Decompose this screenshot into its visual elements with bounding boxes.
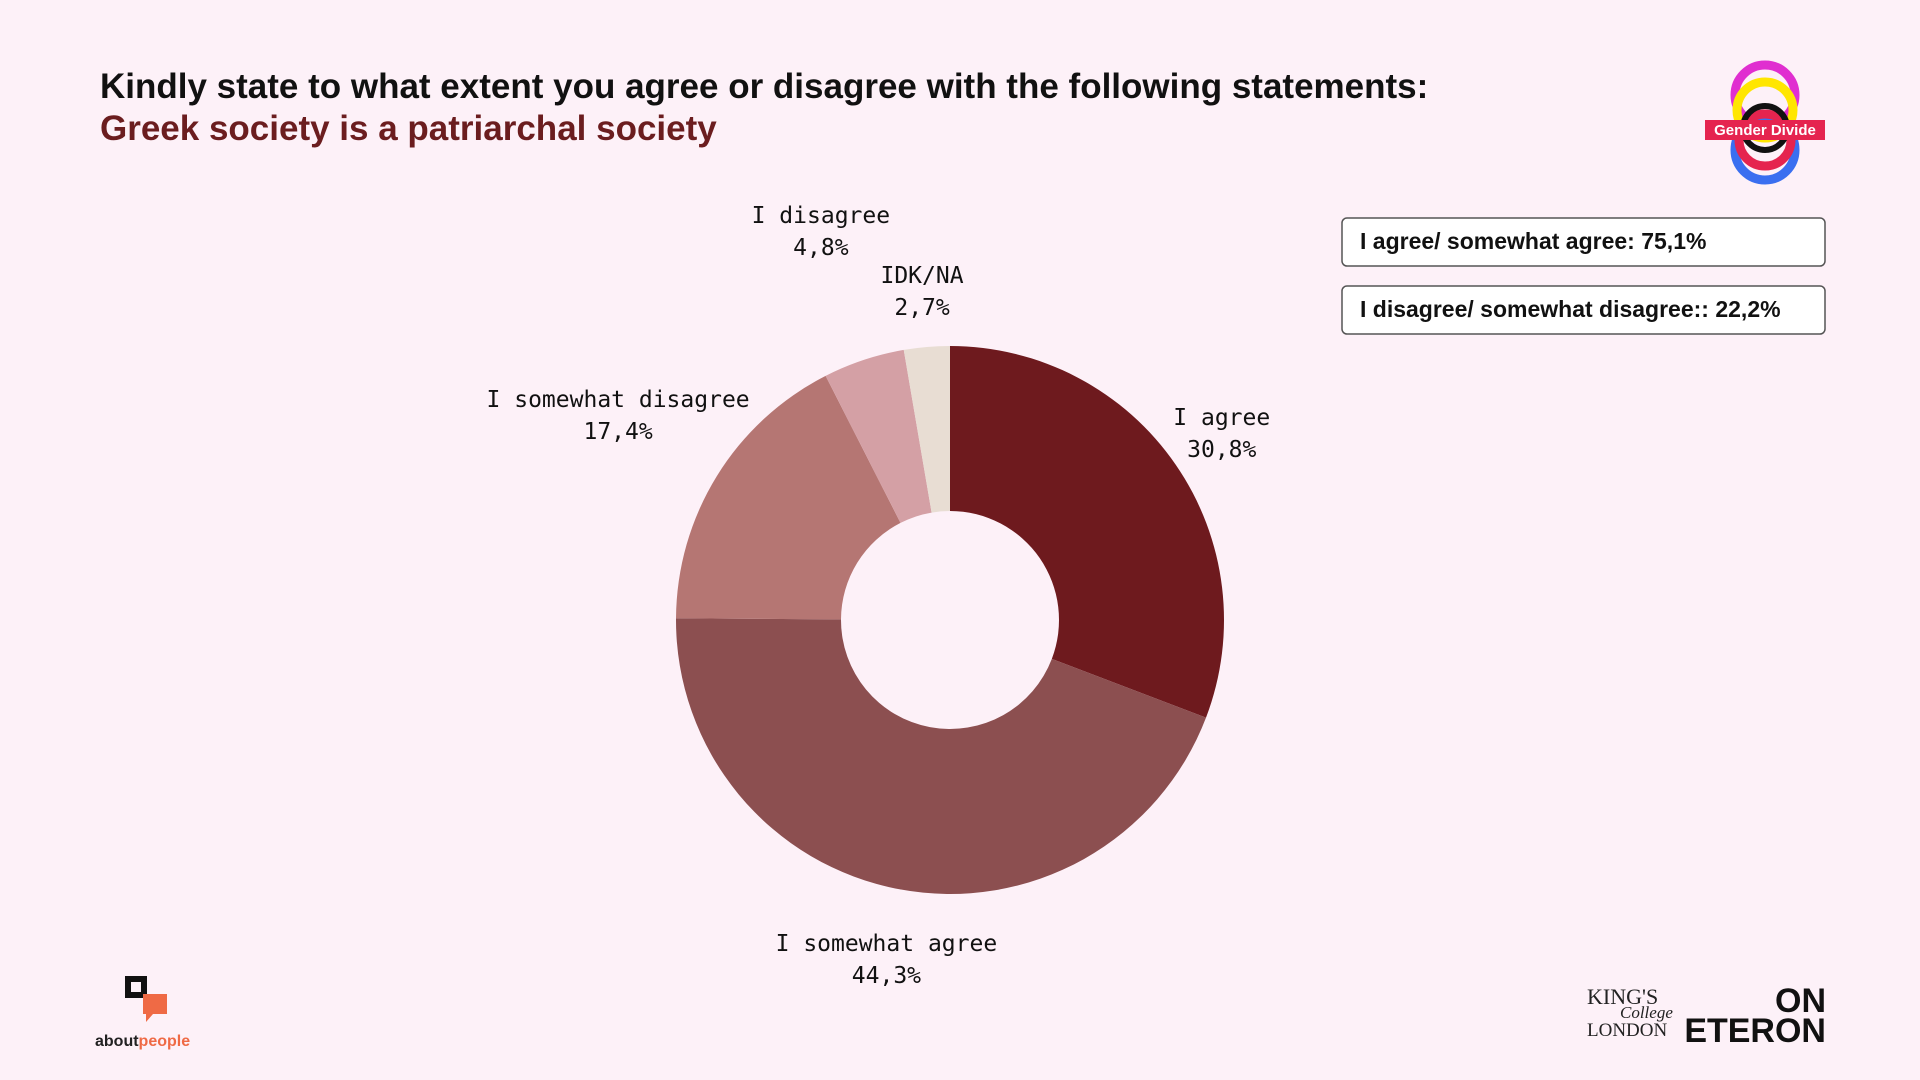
logo-text: College [1620, 1003, 1673, 1022]
logo-shape [143, 994, 167, 1022]
logo-text: ON [1775, 982, 1826, 1020]
segment-value: 44,3% [852, 963, 921, 989]
logo-text: aboutpeople [95, 1033, 190, 1050]
annotation: I disagree/ somewhat disagree:: 22,2% [1360, 296, 1781, 322]
logo-band [1705, 120, 1825, 140]
segment-label: I agree [1173, 405, 1270, 431]
gender-divide-logo: Gender Divide [1705, 60, 1825, 185]
segment-value: 17,4% [583, 419, 652, 445]
segment-value: 2,7% [894, 295, 950, 321]
kings-logo: KING'S College LONDON [1587, 984, 1673, 1041]
segment-label: IDK/NA [880, 263, 963, 289]
donut-segment [950, 346, 1224, 718]
segment-label: I disagree [752, 203, 890, 229]
summary-box [1341, 285, 1826, 335]
logo-text: ETERON [1684, 1012, 1826, 1050]
donut-segment [903, 346, 950, 513]
logo-text: about [95, 1033, 139, 1050]
donut-segment [825, 349, 932, 523]
summary-box [1341, 217, 1826, 267]
donut-segment [676, 375, 901, 620]
logo-text: LONDON [1587, 1020, 1667, 1041]
segment-label: I somewhat agree [776, 931, 998, 957]
aboutpeople-logo: aboutpeople [95, 976, 190, 1050]
chart-subtitle: Greek society is a patriarchal society [100, 109, 717, 148]
segment-value: 4,8% [793, 235, 849, 261]
logo-text: Gender Divide [1714, 122, 1816, 139]
donut-segment [676, 618, 1207, 894]
annotation: I agree/ somewhat agree: 75,1% [1360, 228, 1706, 254]
logo-text: people [139, 1033, 191, 1050]
logo-shape [131, 982, 141, 992]
summary-boxes: I agree/ somewhat agree: 75,1% I disagre… [1341, 217, 1826, 335]
eteron-logo: ON ETERON [1684, 982, 1826, 1050]
logo-text: KING'S [1587, 984, 1658, 1009]
segment-value: 30,8% [1187, 437, 1256, 463]
chart-title: Kindly state to what extent you agree or… [100, 67, 1428, 106]
segment-label: I somewhat disagree [487, 387, 750, 413]
